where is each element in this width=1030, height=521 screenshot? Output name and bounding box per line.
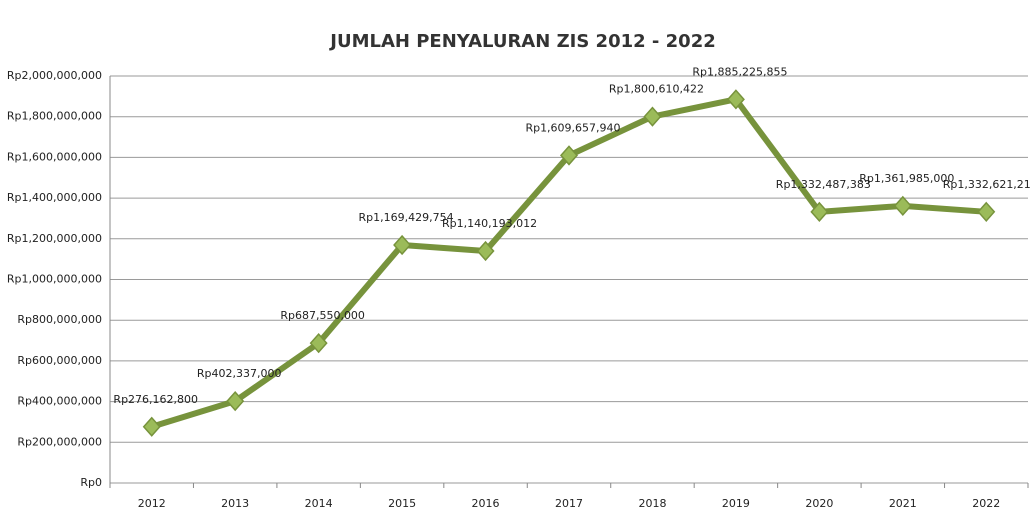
x-tick-label: 2022 bbox=[972, 497, 1000, 510]
x-tick-label: 2015 bbox=[388, 497, 416, 510]
x-tick-label: 2016 bbox=[472, 497, 500, 510]
data-label: Rp402,337,000 bbox=[197, 367, 282, 380]
y-tick-label: Rp400,000,000 bbox=[17, 395, 102, 408]
data-label: Rp276,162,800 bbox=[113, 393, 198, 406]
y-tick-label: Rp200,000,000 bbox=[17, 435, 102, 448]
y-tick-label: Rp600,000,000 bbox=[17, 354, 102, 367]
x-tick-label: 2017 bbox=[555, 497, 583, 510]
x-tick-label: 2019 bbox=[722, 497, 750, 510]
x-tick-label: 2020 bbox=[805, 497, 833, 510]
data-label: Rp1,609,657,940 bbox=[525, 121, 620, 134]
data-label: Rp1,169,429,754 bbox=[359, 211, 454, 224]
y-tick-label: Rp1,600,000,000 bbox=[7, 150, 102, 163]
x-tick-label: 2012 bbox=[138, 497, 166, 510]
y-tick-label: Rp2,000,000,000 bbox=[7, 69, 102, 82]
y-tick-label: Rp1,800,000,000 bbox=[7, 110, 102, 123]
x-tick-label: 2013 bbox=[221, 497, 249, 510]
y-tick-label: Rp0 bbox=[80, 476, 102, 489]
data-label: Rp1,140,193,012 bbox=[442, 217, 537, 230]
y-tick-label: Rp1,400,000,000 bbox=[7, 191, 102, 204]
data-label: Rp1,885,225,855 bbox=[692, 65, 787, 78]
chart-title: JUMLAH PENYALURAN ZIS 2012 - 2022 bbox=[328, 31, 716, 52]
y-tick-label: Rp800,000,000 bbox=[17, 313, 102, 326]
chart: JUMLAH PENYALURAN ZIS 2012 - 2022 Rp0 Rp2… bbox=[0, 0, 1030, 521]
y-tick-label: Rp1,000,000,000 bbox=[7, 273, 102, 286]
marker bbox=[978, 203, 994, 221]
x-tick-label: 2021 bbox=[889, 497, 917, 510]
data-label: Rp687,550,000 bbox=[280, 309, 365, 322]
data-label: Rp1,361,985,000 bbox=[859, 172, 954, 185]
x-tick-label: 2018 bbox=[638, 497, 666, 510]
marker bbox=[895, 197, 911, 215]
data-label: Rp1,800,610,422 bbox=[609, 83, 704, 96]
data-label: Rp1,332,487,383 bbox=[776, 178, 871, 191]
marker bbox=[644, 108, 660, 126]
x-tick-label: 2014 bbox=[305, 497, 333, 510]
y-tick-label: Rp1,200,000,000 bbox=[7, 232, 102, 245]
data-label: Rp1,332,621,215 bbox=[943, 178, 1030, 191]
marker bbox=[144, 418, 160, 436]
